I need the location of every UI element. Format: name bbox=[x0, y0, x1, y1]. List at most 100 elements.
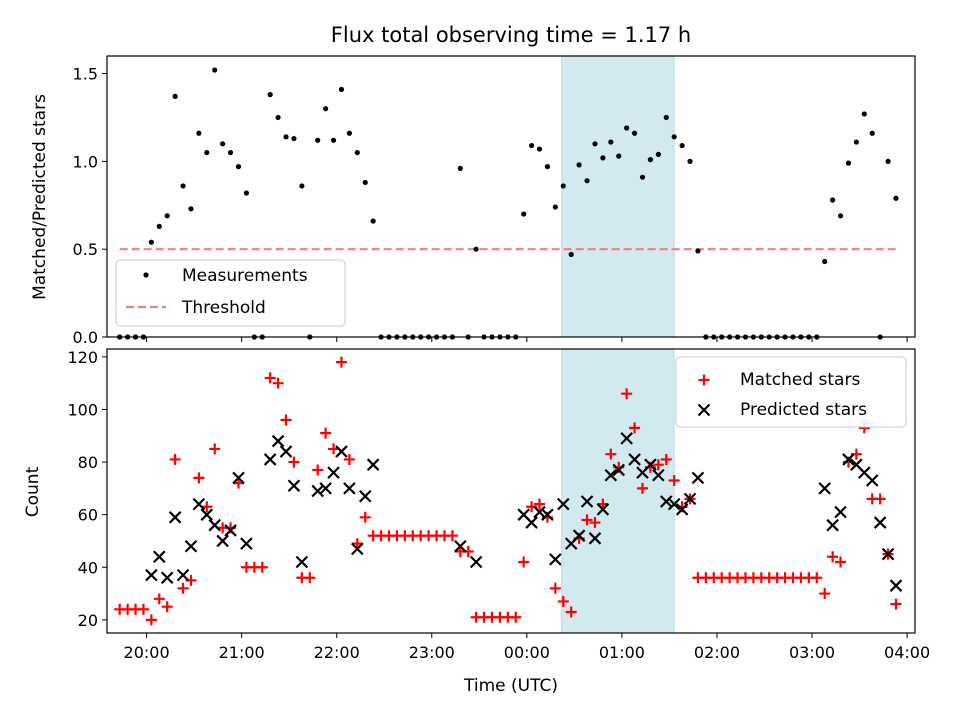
axes-frame bbox=[106, 55, 916, 338]
predicted-star-point bbox=[358, 489, 372, 503]
measurement-point bbox=[275, 114, 281, 121]
measurement-point bbox=[624, 125, 630, 131]
chart-title: Flux total observing time = 1.17 h bbox=[331, 23, 691, 47]
legend-label-predicted: Predicted stars bbox=[740, 400, 867, 420]
y-tick-label: 100 bbox=[67, 400, 98, 419]
legend-marker-predicted bbox=[697, 403, 711, 417]
predicted-star-point bbox=[572, 529, 586, 542]
predicted-star-point bbox=[873, 516, 887, 529]
measurement-point bbox=[687, 158, 693, 164]
matched-star-point bbox=[668, 474, 680, 486]
measurement-point bbox=[330, 137, 337, 143]
predicted-star-point bbox=[628, 453, 641, 466]
predicted-star-point bbox=[279, 445, 293, 458]
measurement-point bbox=[552, 204, 558, 210]
matched-star-point bbox=[335, 356, 347, 368]
measurement-point bbox=[822, 258, 828, 265]
x-tick-label: 22:00 bbox=[314, 643, 360, 662]
measurement-point bbox=[362, 179, 368, 186]
matched-star-point bbox=[835, 556, 847, 568]
y-tick-label: 0.5 bbox=[73, 240, 98, 259]
matched-star-point bbox=[518, 556, 530, 568]
measurement-point bbox=[671, 134, 677, 140]
measurement-point bbox=[354, 149, 360, 156]
matched-star-point bbox=[510, 611, 522, 623]
measurement-point bbox=[323, 106, 329, 112]
matched-star-point bbox=[161, 601, 173, 613]
predicted-star-point bbox=[351, 542, 364, 556]
predicted-star-point bbox=[889, 579, 903, 592]
predicted-star-point bbox=[842, 453, 855, 466]
matched-star-point bbox=[304, 572, 316, 584]
top-y-axis-label: Matched/Predicted stars bbox=[30, 94, 50, 300]
matched-star-point bbox=[652, 459, 664, 471]
legend-marker-matched bbox=[698, 374, 710, 386]
predicted-star-point bbox=[160, 571, 174, 585]
measurement-point bbox=[156, 223, 162, 229]
predicted-star-point bbox=[271, 434, 285, 448]
matched-star-point bbox=[153, 593, 165, 605]
predicted-star-point bbox=[525, 516, 538, 529]
predicted-star-point bbox=[224, 524, 237, 537]
predicted-star-point bbox=[319, 482, 332, 495]
predicted-star-point bbox=[826, 518, 839, 532]
matched-star-point bbox=[890, 598, 902, 610]
predicted-star-point bbox=[192, 497, 206, 511]
measurement-point bbox=[576, 162, 582, 168]
measurement-point bbox=[148, 239, 154, 245]
predicted-star-point bbox=[208, 518, 222, 532]
measurement-point bbox=[647, 157, 654, 163]
x-tick-label: 00:00 bbox=[504, 643, 550, 662]
predicted-star-point bbox=[683, 492, 697, 506]
measurement-point bbox=[536, 146, 543, 152]
predicted-star-point bbox=[549, 553, 562, 566]
y-tick-label: 60 bbox=[78, 506, 98, 525]
predicted-star-point bbox=[343, 482, 356, 495]
measurement-point bbox=[299, 183, 305, 189]
x-tick-label: 23:00 bbox=[409, 643, 455, 662]
predicted-star-point bbox=[881, 547, 895, 561]
predicted-star-point bbox=[818, 482, 831, 495]
matched-star-point bbox=[343, 453, 355, 465]
matched-star-point bbox=[177, 582, 189, 594]
measurement-point bbox=[521, 211, 527, 217]
predicted-star-point bbox=[604, 468, 618, 482]
predicted-star-point bbox=[366, 458, 380, 471]
measurement-point bbox=[204, 149, 210, 156]
predicted-star-point bbox=[145, 568, 158, 582]
bottom-panel: 20 40 60 80 100 120 20:00 21:00 22:00 23:00 00:00 0… bbox=[23, 348, 930, 696]
predicted-star-point bbox=[263, 453, 277, 466]
x-tick-label: 01:00 bbox=[599, 643, 645, 662]
predicted-star-point bbox=[667, 497, 681, 511]
measurement-point bbox=[853, 139, 859, 145]
measurement-point bbox=[695, 248, 701, 254]
measurement-point bbox=[663, 114, 669, 121]
measurement-point bbox=[283, 134, 289, 140]
matched-star-point bbox=[589, 517, 601, 529]
measurement-point bbox=[845, 160, 852, 166]
shaded-interval bbox=[561, 348, 675, 634]
measurement-point bbox=[291, 135, 297, 142]
predicted-star-point bbox=[216, 534, 229, 548]
predicted-star-point bbox=[644, 458, 657, 471]
matched-star-point bbox=[328, 443, 340, 455]
matched-star-point bbox=[827, 551, 839, 563]
matched-star-point bbox=[565, 606, 577, 618]
legend-box bbox=[115, 259, 346, 327]
matched-star-point bbox=[312, 464, 324, 476]
matched-star-point bbox=[621, 388, 633, 400]
measurement-point bbox=[180, 183, 186, 189]
predicted-star-point bbox=[240, 537, 253, 550]
predicted-star-point bbox=[557, 497, 570, 511]
predicted-star-point bbox=[327, 466, 340, 479]
measurement-point bbox=[608, 139, 614, 145]
measurement-point bbox=[837, 213, 844, 219]
measurement-point bbox=[869, 130, 875, 136]
predicted-star-point bbox=[541, 508, 554, 521]
matched-star-point bbox=[272, 377, 284, 389]
x-axis-label: Time (UTC) bbox=[463, 676, 558, 696]
x-tick-label: 03:00 bbox=[789, 643, 835, 662]
matched-star-point bbox=[629, 422, 641, 434]
x-tick-label: 20:00 bbox=[124, 643, 170, 662]
